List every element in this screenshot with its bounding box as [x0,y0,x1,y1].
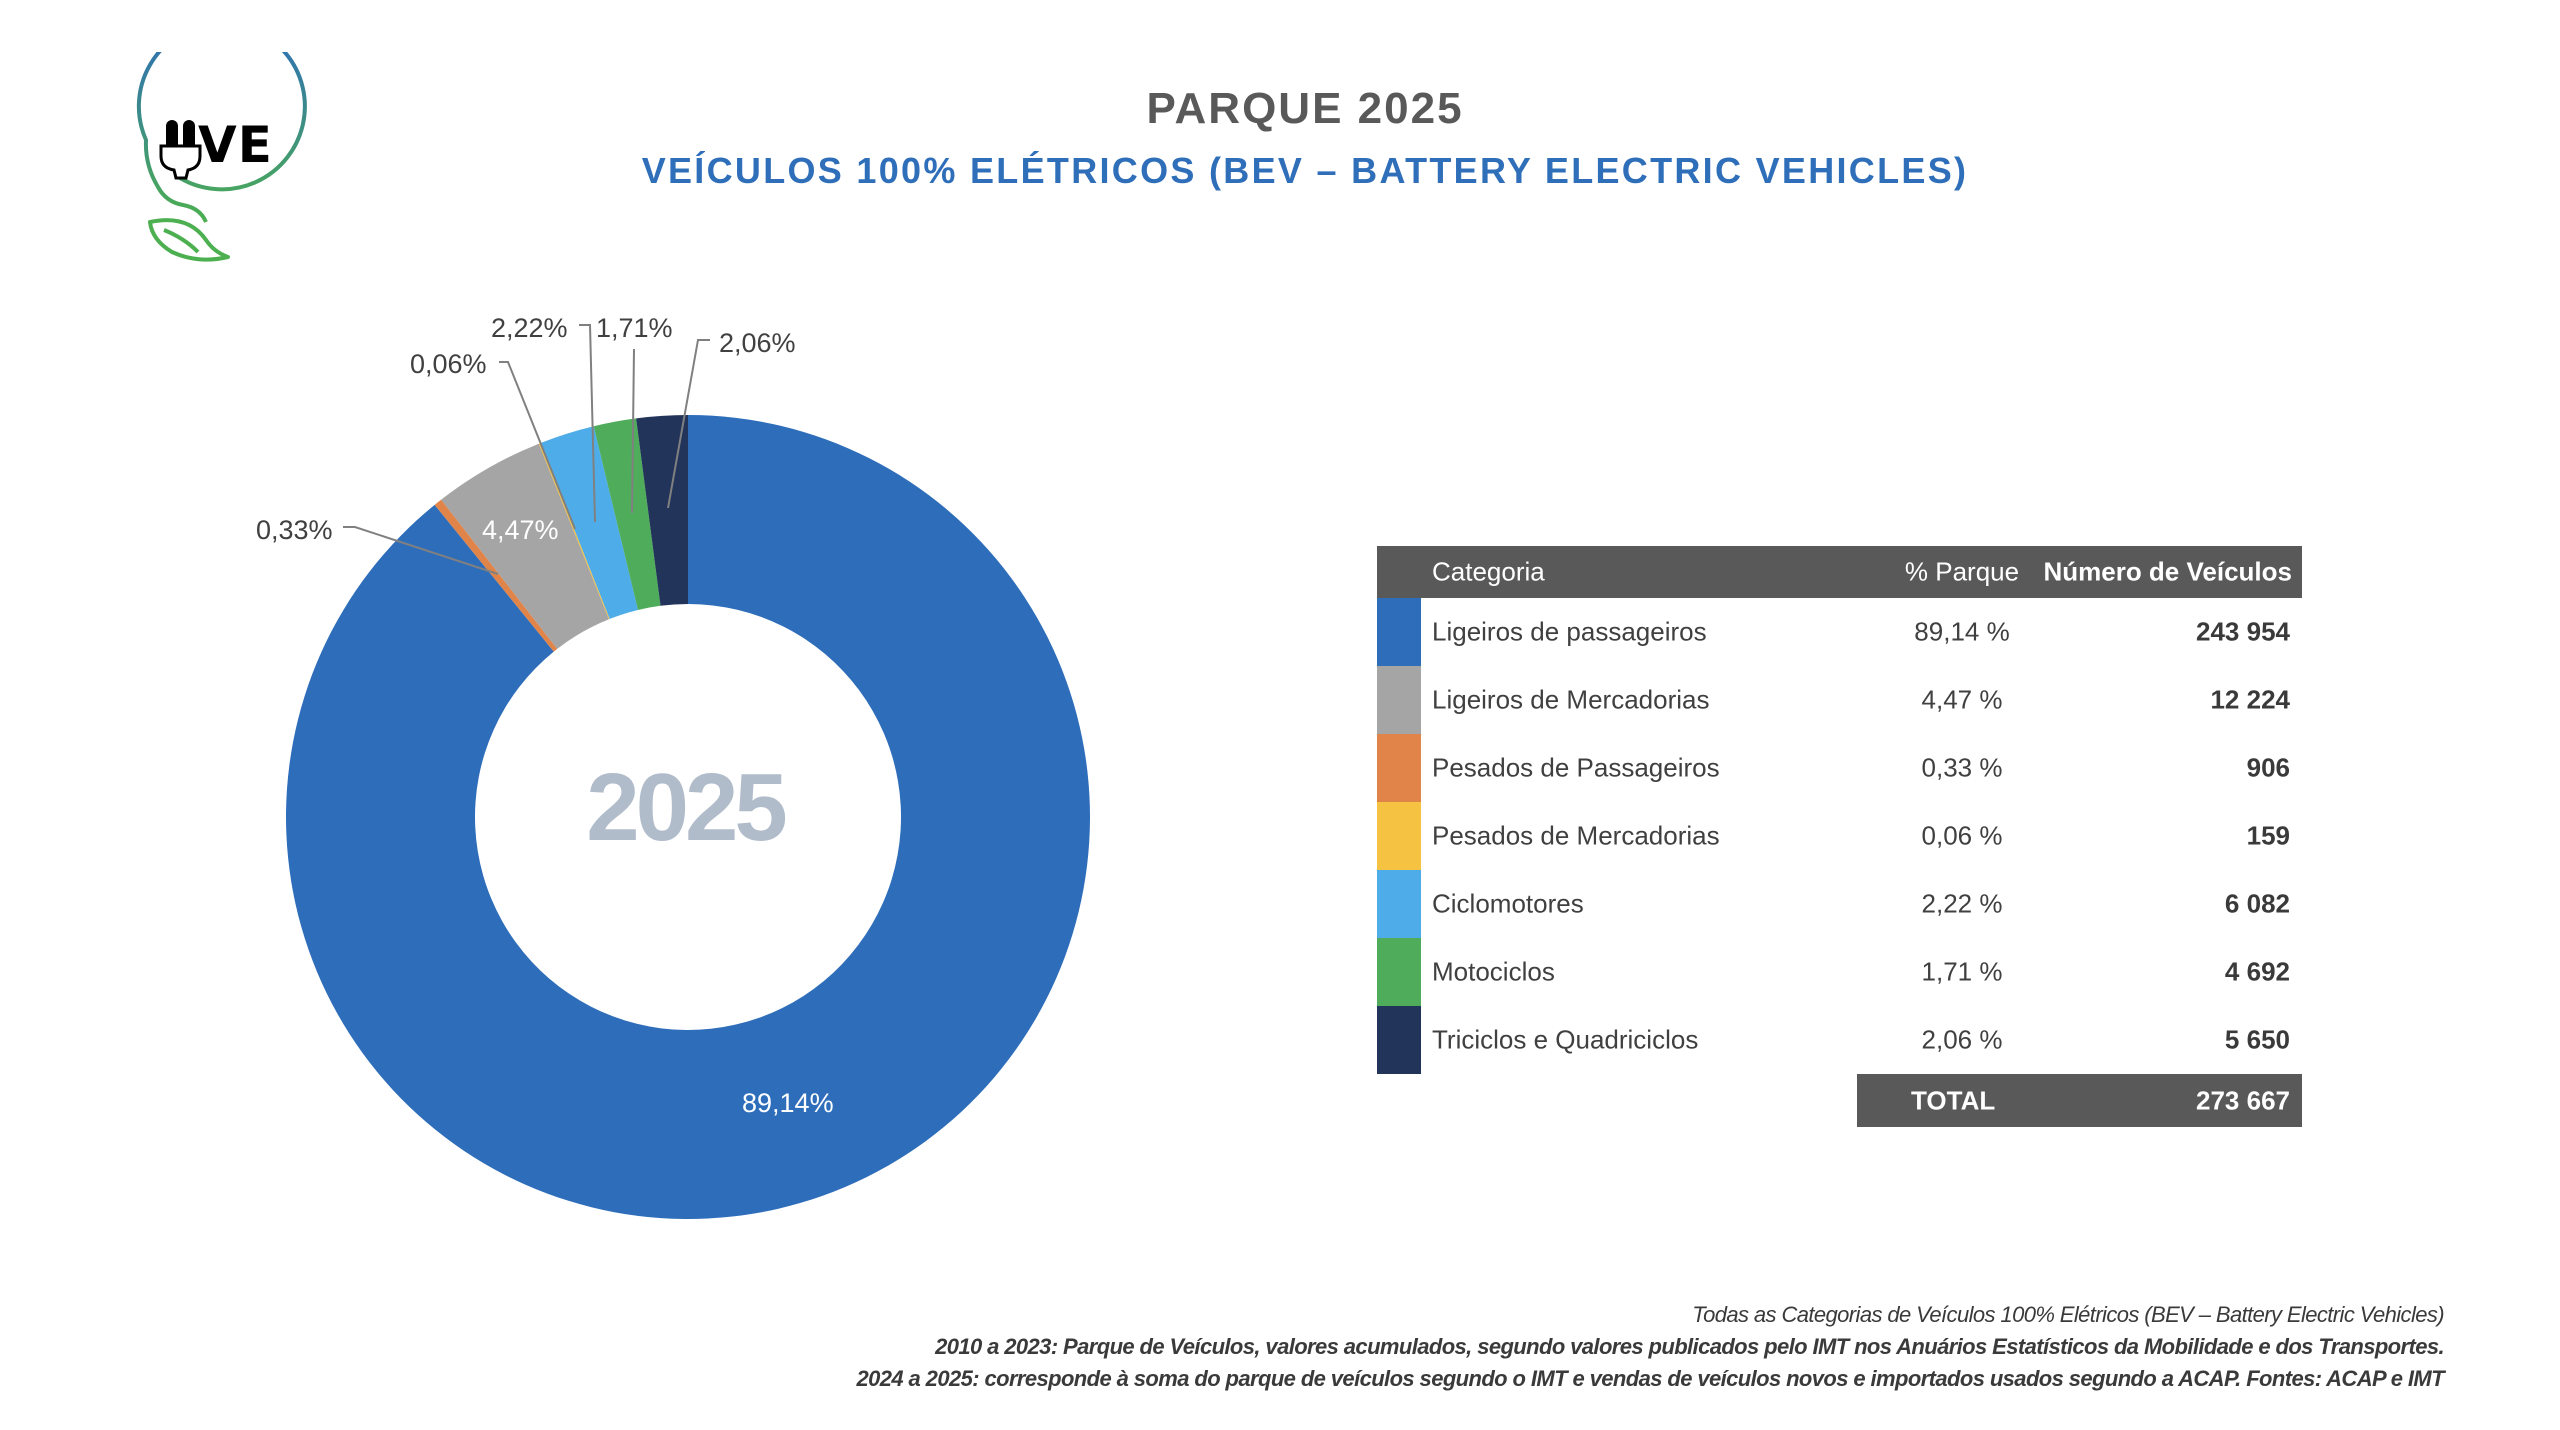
leader-line-pesados-mercadorias [499,361,576,530]
table-row: Ligeiros de Mercadorias 4,47 % 12 224 [1377,666,2302,734]
donut-slice-ligeiros-de-mercadorias [441,443,609,649]
cell-pct: 0,33 % [1921,752,2003,783]
color-swatch [1377,802,1421,870]
cell-category: Pesados de Passageiros [1432,752,1720,783]
color-swatch [1377,1006,1421,1074]
logo-ring [136,52,307,223]
cell-count: 4 692 [2224,956,2290,987]
header-pct-parque: % Parque [1904,556,2020,587]
total-label: TOTAL [1911,1085,1996,1115]
data-label-pesados-passageiros: 0,33% [256,515,333,545]
leader-line-pesados-passageiros [343,526,499,575]
plug-icon [159,120,202,180]
footnote-scope: Todas as Categorias de Veículos 100% Elé… [1692,1302,2444,1327]
table-row: Ligeiros de passageiros 89,14 % 243 954 [1377,598,2302,666]
donut-slice-motociclos [593,418,661,610]
color-swatch [1377,938,1421,1006]
data-label-ciclomotores: 2,22% [491,313,568,343]
header-categoria: Categoria [1432,556,1545,587]
cell-count: 6 082 [2224,888,2290,919]
cell-count: 12 224 [2210,684,2290,715]
cell-category: Motociclos [1432,956,1555,987]
donut-slice-triciclos-e-quadriciclos [636,415,688,606]
leaf-icon [148,218,230,262]
donut-slices [286,415,1091,1219]
cell-pct: 1,71 % [1921,956,2003,987]
cell-count: 159 [2246,820,2290,851]
table-row: Pesados de Passageiros 0,33 % 906 [1377,734,2302,802]
data-label-ligeiros-passageiros: 89,14% [742,1088,834,1118]
header-numero-veiculos: Número de Veículos [2043,556,2292,587]
cell-pct: 89,14 % [1914,616,2010,647]
cell-count: 5 650 [2224,1024,2290,1055]
cell-pct: 2,06 % [1921,1024,2003,1055]
cell-count: 906 [2246,752,2290,783]
table-row: Motociclos 1,71 % 4 692 [1377,938,2302,1006]
donut-slice-ligeiros-de-passageiros [286,415,1091,1219]
page-subtitle: VEÍCULOS 100% ELÉTRICOS (BEV – BATTERY E… [641,150,1969,191]
cell-pct: 4,47 % [1921,684,2003,715]
cell-pct: 0,06 % [1921,820,2003,851]
cell-category: Ligeiros de passageiros [1432,616,1707,647]
table-row: Ciclomotores 2,22 % 6 082 [1377,870,2302,938]
cell-category: Triciclos e Quadriciclos [1432,1024,1699,1055]
color-swatch [1377,598,1421,666]
table-header: Categoria % Parque Número de Veículos [1377,546,2302,598]
cell-category: Ligeiros de Mercadorias [1432,684,1710,715]
leader-line-motociclos [631,348,635,514]
logo-text: VE [198,116,273,174]
donut-chart: 89,14% 0,33% 4,47% 0,06% 2,22% 1,71% 2,0… [256,313,1091,1219]
data-label-motociclos: 1,71% [596,313,673,343]
donut-center-year: 2025 [586,754,785,861]
color-swatch [1377,870,1421,938]
uve-logo: VE [136,52,307,262]
page-title: PARQUE 2025 [1146,84,1464,133]
table-row: Pesados de Mercadorias 0,06 % 159 [1377,802,2302,870]
total-value: 273 667 [2196,1085,2290,1115]
donut-slice-pesados-de-mercadorias [538,443,610,620]
color-swatch [1377,666,1421,734]
data-label-pesados-mercadorias: 0,06% [410,349,487,379]
data-label-ligeiros-mercadorias: 4,47% [482,515,559,545]
donut-slice-pesados-de-passageiros [434,499,558,652]
footnote-2010-2023: 2010 a 2023: Parque de Veículos, valores… [935,1334,2445,1359]
cell-category: Ciclomotores [1432,888,1584,919]
cell-count: 243 954 [2196,616,2290,647]
table-row: Triciclos e Quadriciclos 2,06 % 5 650 [1377,1006,2302,1074]
leader-line-triciclos [667,339,710,509]
color-swatch [1377,734,1421,802]
table-body: Ligeiros de passageiros 89,14 % 243 954 Lig… [1377,598,2302,1074]
cell-pct: 2,22 % [1921,888,2003,919]
data-label-triciclos: 2,06% [719,328,796,358]
table-total-row: TOTAL 273 667 [1857,1074,2302,1127]
footnote-2024-2025: 2024 a 2025: corresponde à soma do parqu… [856,1366,2444,1391]
cell-category: Pesados de Mercadorias [1432,820,1720,851]
leader-line-ciclomotores [579,324,596,523]
donut-slice-ciclomotores [540,426,639,619]
vehicle-category-table: Categoria % Parque Número de Veículos Li… [1377,546,2302,1127]
leader-lines [343,324,710,575]
